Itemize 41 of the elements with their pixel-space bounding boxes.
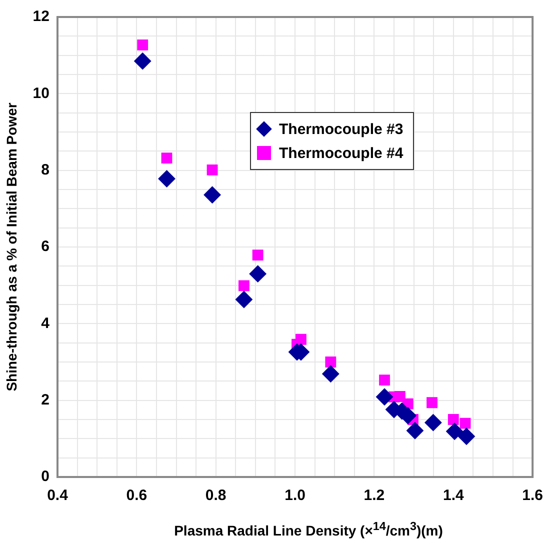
point <box>325 356 336 368</box>
point <box>204 186 221 204</box>
point <box>322 365 340 382</box>
point <box>424 414 442 432</box>
point <box>206 164 218 176</box>
point <box>161 152 172 164</box>
point <box>426 397 438 408</box>
point <box>458 428 475 445</box>
x-tick-label: 1.2 <box>364 487 385 504</box>
x-tick-label: 1.4 <box>442 487 464 504</box>
point <box>134 52 152 70</box>
y-tick-label: 8 <box>41 161 50 178</box>
legend-label: Thermocouple #4 <box>279 144 404 162</box>
point <box>158 170 176 188</box>
y-tick-label: 4 <box>41 314 50 332</box>
x-tick-label: 0.8 <box>205 487 226 504</box>
y-tick-label: 6 <box>41 238 50 256</box>
x-axis-title: Plasma Radial Line Density (×$^{14}$/cm$^{3}$)(m) <box>173 520 444 539</box>
y-tick-label: 0 <box>41 468 50 486</box>
y-axis-title: Shine-through as a % of Initial Beam Power <box>3 102 20 392</box>
point <box>446 422 464 440</box>
point <box>394 391 406 402</box>
point <box>460 418 471 429</box>
point <box>252 250 264 260</box>
x-tick-label: 0.6 <box>126 487 148 504</box>
legend-label: Thermocouple #3 <box>279 120 404 138</box>
y-tick-label: 10 <box>32 84 50 102</box>
x-tick-label: 1.0 <box>284 487 306 504</box>
y-tick-label: 12 <box>32 8 50 26</box>
point <box>249 265 266 282</box>
point <box>296 334 306 345</box>
point <box>406 422 424 440</box>
point <box>376 388 394 406</box>
x-tick-label: 1.6 <box>522 487 544 504</box>
point <box>448 414 459 425</box>
point <box>235 291 252 308</box>
y-tick-label: 2 <box>41 391 50 408</box>
point <box>238 280 250 292</box>
point <box>137 40 148 50</box>
point <box>379 374 390 386</box>
x-tick-label: 0.4 <box>47 487 69 504</box>
